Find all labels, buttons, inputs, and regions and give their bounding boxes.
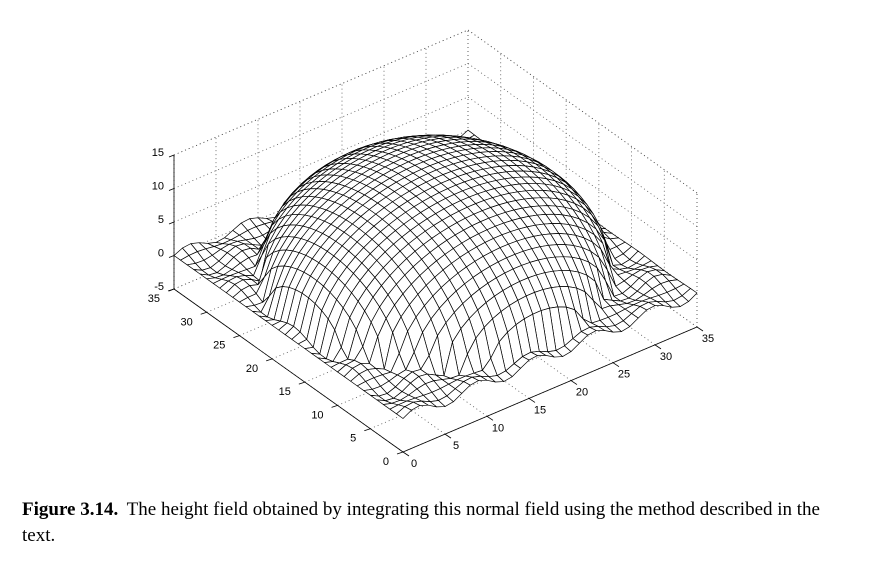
z-tick-label: 5 xyxy=(158,214,164,226)
y-tick xyxy=(331,405,338,408)
x-tick xyxy=(444,433,452,439)
grid-line xyxy=(467,29,698,194)
surface-plot: 0 5 10 15 20 25 30 35 0 5 10 15 20 25 30 35 -5 0 5 10 15 xyxy=(148,29,714,470)
z-tick xyxy=(168,288,175,292)
y-tick-label: 20 xyxy=(246,363,258,375)
figure-caption: Figure 3.14. The height field obtained b… xyxy=(22,497,857,549)
z-tick xyxy=(168,188,175,191)
y-axis-line xyxy=(173,288,404,453)
y-tick xyxy=(233,335,240,338)
grid-line xyxy=(467,63,698,227)
x-tick xyxy=(528,398,536,403)
x-tick-label: 35 xyxy=(702,333,714,345)
mesh-cell xyxy=(396,406,412,419)
grid-line xyxy=(467,96,698,261)
y-tick-label: 30 xyxy=(180,316,192,328)
caption-text: The height field obtained by integrating… xyxy=(22,499,820,546)
x-tick xyxy=(654,344,662,350)
x-tick-label: 5 xyxy=(453,440,459,452)
y-tick-label: 10 xyxy=(311,409,323,421)
y-tick-label: 15 xyxy=(279,386,291,398)
surface-mesh xyxy=(173,129,698,419)
y-tick-label: 35 xyxy=(148,293,160,305)
caption-label: Figure 3.14. xyxy=(22,499,119,520)
y-tick xyxy=(364,428,371,432)
y-tick xyxy=(396,451,404,455)
y-tick xyxy=(266,358,273,362)
y-tick xyxy=(298,381,305,385)
x-axis-line xyxy=(402,326,698,453)
y-tick-label: 0 xyxy=(383,456,389,468)
x-tick xyxy=(696,326,704,332)
axes xyxy=(167,154,704,457)
x-tick-label: 25 xyxy=(618,369,630,381)
z-tick xyxy=(168,255,175,258)
z-tick xyxy=(168,221,175,225)
y-tick-label: 5 xyxy=(350,433,356,445)
z-tick-label: 0 xyxy=(158,248,164,260)
y-tick-label: 25 xyxy=(213,340,225,352)
x-tick xyxy=(402,451,410,457)
z-tick-label: 10 xyxy=(152,181,164,193)
y-tick xyxy=(200,311,207,315)
x-tick xyxy=(570,380,578,385)
z-tick xyxy=(168,154,175,158)
x-tick-label: 0 xyxy=(411,458,417,470)
x-tick-label: 10 xyxy=(492,422,504,434)
z-tick-label: -5 xyxy=(154,281,164,293)
x-tick xyxy=(612,362,620,368)
x-tick-label: 30 xyxy=(660,351,672,363)
x-tick-label: 15 xyxy=(534,404,546,416)
x-tick xyxy=(486,415,494,421)
x-tick-label: 20 xyxy=(576,387,588,399)
z-tick-label: 15 xyxy=(152,147,164,159)
